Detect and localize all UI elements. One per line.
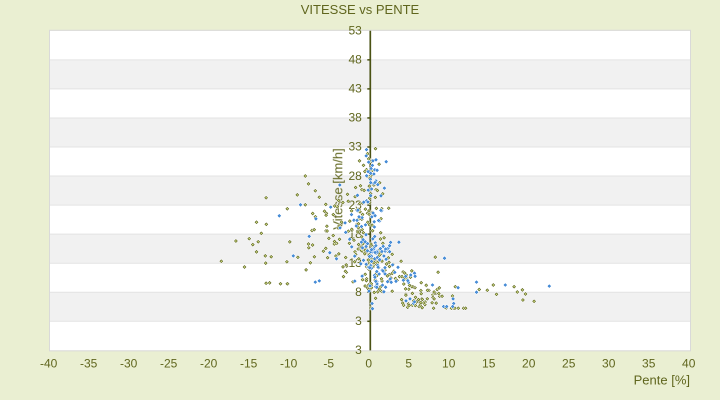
svg-text:35: 35	[642, 356, 656, 370]
svg-text:Pente [%]: Pente [%]	[634, 373, 690, 388]
svg-text:3: 3	[355, 314, 362, 328]
svg-text:3: 3	[355, 343, 362, 357]
svg-text:-25: -25	[160, 356, 178, 370]
svg-text:20: 20	[522, 356, 536, 370]
svg-text:25: 25	[562, 356, 576, 370]
svg-text:28: 28	[348, 169, 362, 183]
svg-text:43: 43	[348, 82, 362, 96]
svg-text:38: 38	[348, 111, 362, 125]
svg-text:-40: -40	[40, 356, 58, 370]
svg-text:-20: -20	[200, 356, 218, 370]
svg-text:-5: -5	[323, 356, 334, 370]
svg-text:0: 0	[365, 356, 372, 370]
svg-text:10: 10	[442, 356, 456, 370]
svg-text:-10: -10	[280, 356, 298, 370]
svg-text:5: 5	[405, 356, 412, 370]
svg-text:Vitesse [km/h]: Vitesse [km/h]	[330, 148, 345, 229]
svg-text:15: 15	[482, 356, 496, 370]
svg-text:VITESSE vs PENTE: VITESSE vs PENTE	[301, 2, 420, 17]
svg-text:-35: -35	[80, 356, 98, 370]
svg-text:48: 48	[348, 53, 362, 67]
svg-text:8: 8	[355, 285, 362, 299]
svg-text:30: 30	[602, 356, 616, 370]
svg-text:-15: -15	[240, 356, 258, 370]
svg-text:40: 40	[682, 356, 696, 370]
svg-text:53: 53	[348, 24, 362, 38]
svg-text:33: 33	[348, 140, 362, 154]
svg-text:-30: -30	[120, 356, 138, 370]
